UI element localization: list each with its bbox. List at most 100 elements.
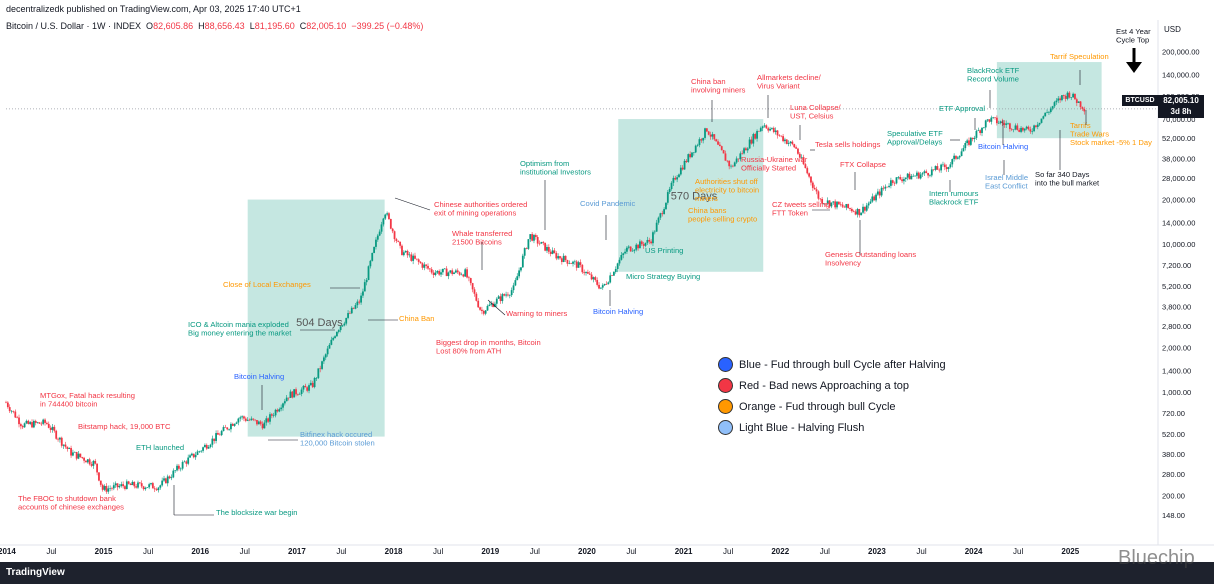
candle-body — [447, 272, 450, 277]
annotation-line: ICO & Altcoin mania exploded — [188, 320, 289, 329]
candle-body — [966, 140, 969, 143]
candle-body — [1061, 95, 1063, 101]
candle-body — [566, 260, 569, 264]
candle-body — [211, 438, 214, 445]
event-annotation: China bans people selling crypto — [688, 206, 757, 224]
candle-body — [540, 241, 543, 244]
candle-body — [797, 148, 799, 154]
annotation-line: US Printing — [645, 246, 683, 255]
candle-body — [129, 483, 132, 486]
candle-body — [32, 420, 35, 428]
candle-body — [64, 444, 67, 447]
event-annotation: Micro Strategy Buying — [626, 272, 700, 281]
candle-body — [330, 339, 333, 345]
candle-body — [295, 389, 297, 395]
event-annotation: Tesla sells holdings — [815, 140, 881, 149]
candle-body — [635, 244, 638, 250]
candle-body — [977, 130, 980, 131]
candle-body — [514, 280, 517, 286]
candle-body — [278, 409, 281, 412]
candle-body — [1007, 123, 1009, 124]
x-tick-label: 2021 — [675, 547, 693, 556]
candle-body — [869, 201, 872, 204]
event-annotation: Bitfinex hack occured 120,000 Bitcoin sto… — [300, 430, 375, 448]
candle-body — [395, 239, 398, 241]
candle-body — [1016, 125, 1019, 130]
candle-body — [287, 397, 290, 399]
candle-body — [1027, 126, 1030, 130]
candle-body — [557, 256, 560, 259]
candle-body — [443, 268, 446, 270]
candle-body — [477, 300, 480, 308]
candle-body — [124, 486, 126, 489]
candle-body — [1033, 125, 1035, 132]
candle-body — [168, 476, 171, 479]
candle-body — [1046, 112, 1048, 113]
legend-label: Light Blue - Halving Flush — [739, 421, 865, 434]
last-price-tag: 82,005.10 3d 8h — [1158, 95, 1204, 118]
x-tick-label: Jul — [530, 547, 540, 556]
candle-body — [741, 153, 744, 155]
candle-body — [274, 409, 277, 416]
candle-body — [735, 158, 738, 163]
candle-body — [495, 298, 498, 304]
candle-body — [958, 156, 961, 158]
event-annotation: US Printing — [645, 246, 683, 255]
candle-body — [1048, 112, 1050, 113]
candle-body — [968, 140, 970, 145]
candle-body — [90, 464, 93, 466]
candle-body — [560, 258, 563, 262]
candle-body — [196, 451, 199, 455]
candle-body — [653, 231, 656, 233]
candle-body — [955, 155, 957, 159]
candle-body — [990, 117, 993, 122]
candle-body — [218, 434, 221, 436]
candle-body — [681, 167, 684, 170]
event-annotation: MTGox, Fatal hack resulting in 744400 bit… — [40, 391, 135, 409]
candle-body — [508, 295, 511, 296]
price-chart[interactable]: 504 Days 570 Days USD 148.00 200.00 280.00 380… — [0, 0, 1214, 562]
candle-body — [328, 344, 331, 349]
annotation-line: Tarrifs — [1070, 121, 1091, 130]
candle-body — [772, 127, 775, 133]
candle-body — [265, 418, 268, 423]
candle-body — [700, 139, 703, 141]
candle-body — [655, 222, 658, 232]
candle-body — [912, 175, 915, 177]
candle-body — [51, 426, 54, 430]
tradingview-logo[interactable]: TradingView — [6, 567, 65, 578]
candle-body — [728, 160, 731, 167]
candle-body — [771, 127, 773, 129]
candle-body — [339, 326, 342, 331]
x-tick-label: Jul — [336, 547, 346, 556]
candle-body — [856, 208, 859, 215]
candle-body — [914, 175, 916, 177]
candle-body — [717, 141, 719, 145]
annotation-line: China bans — [688, 206, 727, 215]
event-annotation: Bitstamp hack, 19,000 BTC — [78, 422, 171, 431]
candle-body — [226, 427, 229, 430]
candle-body — [475, 293, 478, 301]
candle-body — [586, 272, 589, 274]
y-tick-label: 2,800.00 — [1162, 322, 1191, 331]
candle-body — [737, 158, 740, 160]
candle-body — [731, 165, 734, 167]
candle-body — [345, 317, 348, 324]
candle-body — [1022, 127, 1024, 131]
candle-body — [300, 389, 303, 394]
candle-body — [116, 483, 119, 488]
candle-body — [36, 422, 39, 423]
candle-body — [324, 354, 327, 358]
candle-body — [787, 143, 790, 144]
symbol-name: Bitcoin / U.S. Dollar · 1W · INDEX — [6, 21, 142, 31]
candle-body — [758, 131, 760, 132]
candle-body — [360, 295, 362, 303]
candle-body — [945, 167, 948, 170]
candle-body — [376, 235, 379, 240]
annotation-line: miners — [695, 194, 718, 203]
candle-body — [577, 262, 580, 268]
candle-body — [187, 457, 190, 464]
color-legend: Blue - Fud through bull Cycle after Halv… — [718, 354, 946, 438]
candle-body — [220, 431, 223, 436]
annotation-line: Allmarkets decline/ — [757, 73, 822, 82]
